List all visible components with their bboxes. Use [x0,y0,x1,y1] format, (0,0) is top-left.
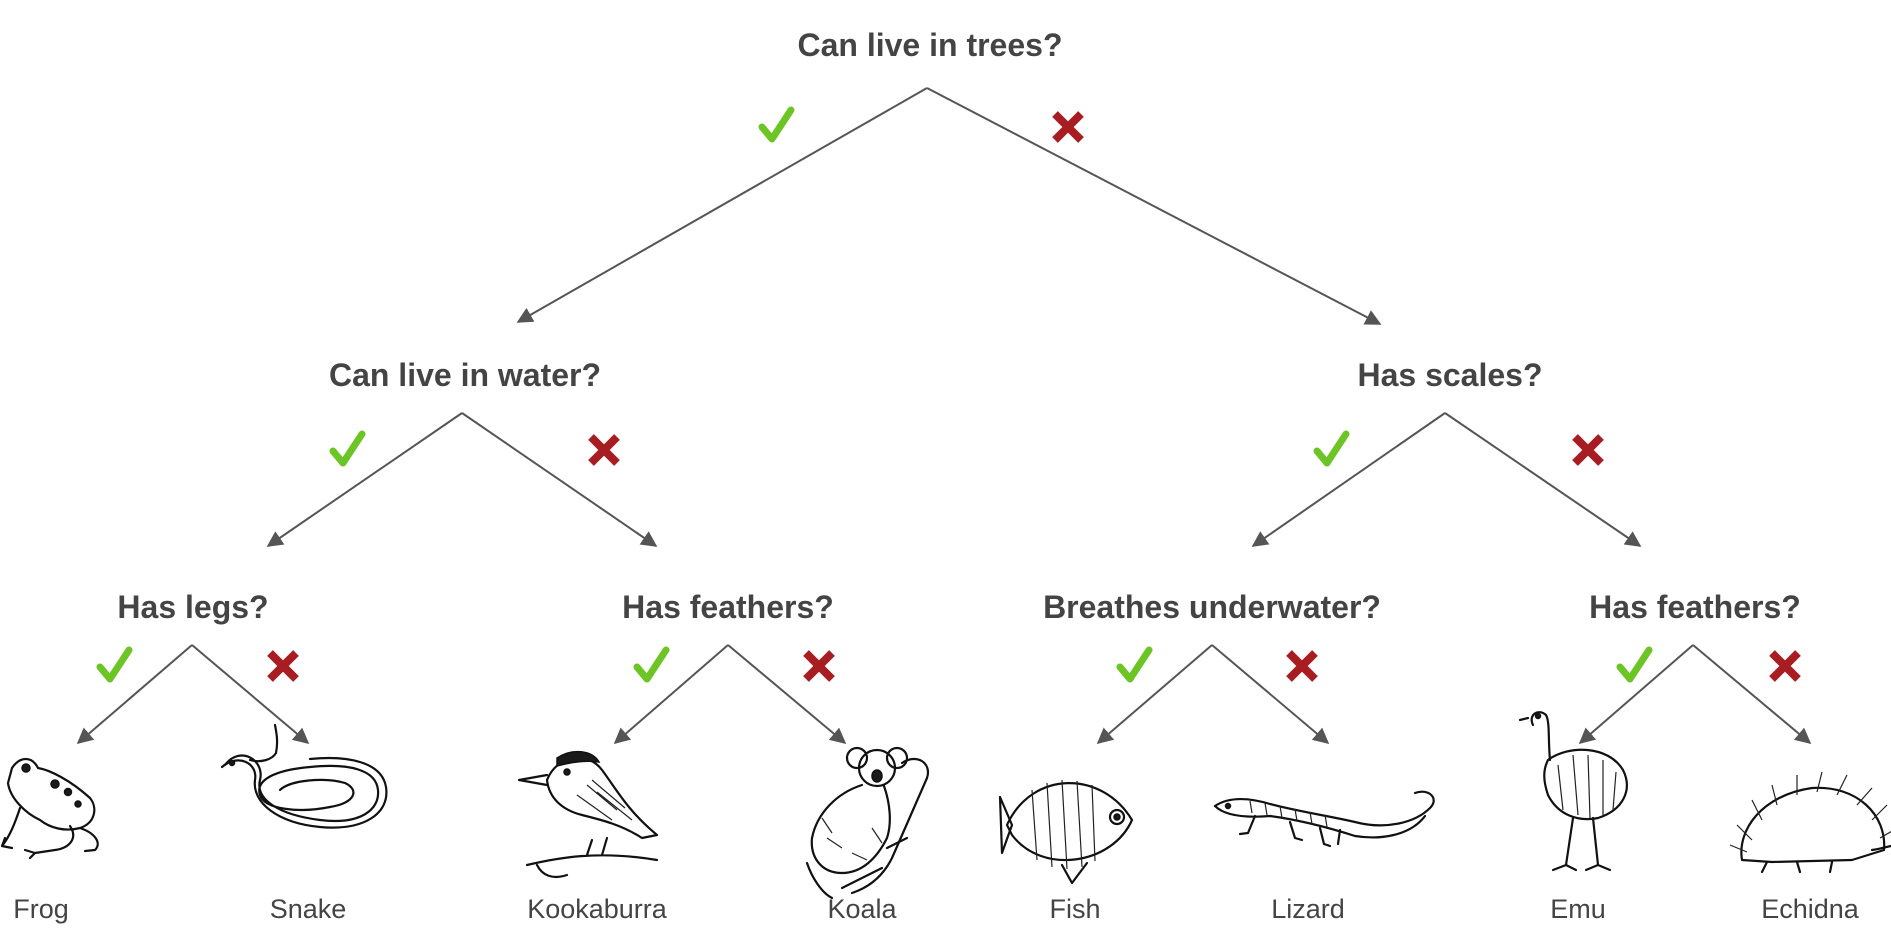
edge-legs-yes [76,644,193,745]
leaf-label-emu: Emu [1550,894,1606,924]
edge-feathers-right-no [1692,644,1812,745]
edge-root-yes [516,87,928,323]
edge-underwater-yes [1096,644,1213,745]
no-marks [267,111,1801,682]
edge-scales-yes [1251,412,1446,547]
leaf-label-snake: Snake [270,894,347,924]
question-has-feathers-left: Has feathers? [622,589,834,625]
leaf-label-fish: Fish [1049,894,1100,924]
edge-scales-no [1444,412,1642,547]
check-mark-icon [1313,430,1350,467]
question-has-legs: Has legs? [117,589,268,625]
echidna-illustration [1729,771,1891,874]
snake-illustration [220,723,388,829]
cross-mark-icon [588,434,620,466]
emu-illustration [1518,711,1628,872]
check-mark-icon [633,646,670,683]
leaf-label-kookaburra: Kookaburra [527,894,668,924]
fish-illustration [998,779,1134,885]
check-mark-icon [1616,646,1653,683]
cross-mark-icon [1286,650,1318,682]
koala-illustration [805,746,930,900]
cross-mark-icon [803,650,835,682]
question-breathes-underwater: Breathes underwater? [1043,589,1381,625]
cross-mark-icon [267,650,299,682]
cross-mark-icon [1572,434,1604,466]
question-can-live-in-water: Can live in water? [329,357,601,393]
question-has-scales: Has scales? [1357,357,1542,393]
edge-water-yes [266,412,463,547]
root-question: Can live in trees? [798,27,1063,63]
check-mark-icon [96,646,133,683]
edge-feathers-left-no [727,644,847,745]
check-mark-icon [1116,646,1153,683]
cross-mark-icon [1769,650,1801,682]
edge-feathers-left-yes [613,644,729,745]
frog-illustration [0,757,99,860]
lizard-illustration [1213,790,1435,848]
edge-feathers-right-yes [1578,644,1694,745]
kookaburra-illustration [517,750,659,879]
check-mark-icon [758,106,795,143]
cross-mark-icon [1052,111,1084,143]
edge-water-no [461,412,658,547]
leaf-label-koala: Koala [827,894,897,924]
tree-edges [76,87,1812,745]
edge-underwater-no [1211,644,1330,745]
question-has-feathers-right: Has feathers? [1589,589,1801,625]
yes-marks [96,106,1653,683]
edge-root-no [926,87,1382,325]
check-mark-icon [329,430,366,467]
leaf-label-lizard: Lizard [1271,894,1345,924]
leaf-label-echidna: Echidna [1761,894,1860,924]
edge-legs-no [191,644,310,745]
leaf-label-frog: Frog [13,894,69,924]
